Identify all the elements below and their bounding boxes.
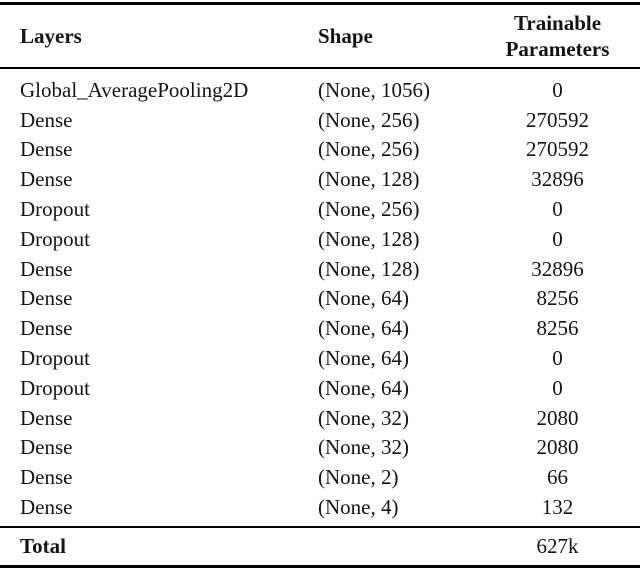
total-label: Total bbox=[20, 533, 66, 558]
shape-cell: (None, 64) bbox=[318, 346, 409, 371]
params-cell: 270592 bbox=[526, 137, 589, 162]
total-rule bbox=[0, 526, 640, 528]
params-cell: 66 bbox=[547, 465, 568, 490]
total-params: 627k bbox=[536, 533, 579, 558]
table-row: Global_AveragePooling2D (None, 1056) 0 bbox=[0, 76, 640, 106]
table-row: Dropout (None, 64) 0 bbox=[0, 373, 640, 403]
table-row: Dropout (None, 256) 0 bbox=[0, 195, 640, 225]
shape-cell: (None, 2) bbox=[318, 465, 399, 490]
layer-name-cell: Dense bbox=[20, 256, 73, 281]
table-row: Dense (None, 64) 8256 bbox=[0, 284, 640, 314]
bottom-rule bbox=[0, 564, 640, 568]
shape-cell: (None, 256) bbox=[318, 137, 420, 162]
table-row: Dense (None, 4) 132 bbox=[0, 493, 640, 523]
params-cell: 0 bbox=[552, 346, 563, 371]
top-rule bbox=[0, 2, 640, 5]
layer-name-cell: Dense bbox=[20, 495, 73, 520]
table-row: Dense (None, 2) 66 bbox=[0, 463, 640, 493]
shape-cell: (None, 128) bbox=[318, 226, 420, 251]
shape-cell: (None, 1056) bbox=[318, 77, 430, 102]
shape-cell: (None, 128) bbox=[318, 167, 420, 192]
shape-cell: (None, 128) bbox=[318, 256, 420, 281]
layer-name-cell: Dropout bbox=[20, 197, 90, 222]
params-cell: 2080 bbox=[536, 405, 579, 430]
shape-cell: (None, 64) bbox=[318, 316, 409, 341]
layer-name-cell: Dense bbox=[20, 435, 73, 460]
table-row: Dense (None, 128) 32896 bbox=[0, 254, 640, 284]
table-row: Dense (None, 256) 270592 bbox=[0, 135, 640, 165]
header-shape: Shape bbox=[318, 23, 373, 48]
layer-name-cell: Global_AveragePooling2D bbox=[20, 77, 249, 102]
shape-cell: (None, 32) bbox=[318, 405, 409, 430]
shape-cell: (None, 256) bbox=[318, 197, 420, 222]
layer-name-cell: Dense bbox=[20, 405, 73, 430]
table-row: Dense (None, 256) 270592 bbox=[0, 105, 640, 135]
table-row: Dense (None, 64) 8256 bbox=[0, 314, 640, 344]
params-cell: 270592 bbox=[526, 107, 589, 132]
params-cell: 32896 bbox=[531, 256, 584, 281]
params-cell: 8256 bbox=[536, 316, 579, 341]
shape-cell: (None, 64) bbox=[318, 375, 409, 400]
params-cell: 0 bbox=[552, 77, 563, 102]
layer-name-cell: Dense bbox=[20, 286, 73, 311]
params-cell: 0 bbox=[552, 197, 563, 222]
params-cell: 32896 bbox=[531, 167, 584, 192]
layer-name-cell: Dropout bbox=[20, 226, 90, 251]
shape-cell: (None, 4) bbox=[318, 495, 399, 520]
layer-name-cell: Dense bbox=[20, 316, 73, 341]
header-trainable-parameters: Trainable Parameters bbox=[505, 11, 610, 61]
total-row: Total 627k bbox=[0, 528, 640, 565]
shape-cell: (None, 64) bbox=[318, 286, 409, 311]
header-layers: Layers bbox=[20, 23, 82, 48]
table-row: Dropout (None, 128) 0 bbox=[0, 224, 640, 254]
table-row: Dense (None, 32) 2080 bbox=[0, 433, 640, 463]
table-body: Global_AveragePooling2D (None, 1056) 0 D… bbox=[0, 69, 640, 527]
shape-cell: (None, 32) bbox=[318, 435, 409, 460]
params-cell: 8256 bbox=[536, 286, 579, 311]
params-cell: 0 bbox=[552, 226, 563, 251]
params-cell: 2080 bbox=[536, 435, 579, 460]
layer-name-cell: Dropout bbox=[20, 375, 90, 400]
params-cell: 0 bbox=[552, 375, 563, 400]
layer-name-cell: Dense bbox=[20, 167, 73, 192]
table-header-row: Layers Shape Trainable Parameters bbox=[0, 5, 640, 67]
table-row: Dense (None, 32) 2080 bbox=[0, 403, 640, 433]
header-rule bbox=[0, 67, 640, 69]
layer-name-cell: Dense bbox=[20, 465, 73, 490]
table-row: Dense (None, 128) 32896 bbox=[0, 165, 640, 195]
shape-cell: (None, 256) bbox=[318, 107, 420, 132]
layer-name-cell: Dense bbox=[20, 137, 73, 162]
layer-name-cell: Dropout bbox=[20, 346, 90, 371]
layer-name-cell: Dense bbox=[20, 107, 73, 132]
params-cell: 132 bbox=[541, 495, 574, 520]
table-row: Dropout (None, 64) 0 bbox=[0, 344, 640, 374]
